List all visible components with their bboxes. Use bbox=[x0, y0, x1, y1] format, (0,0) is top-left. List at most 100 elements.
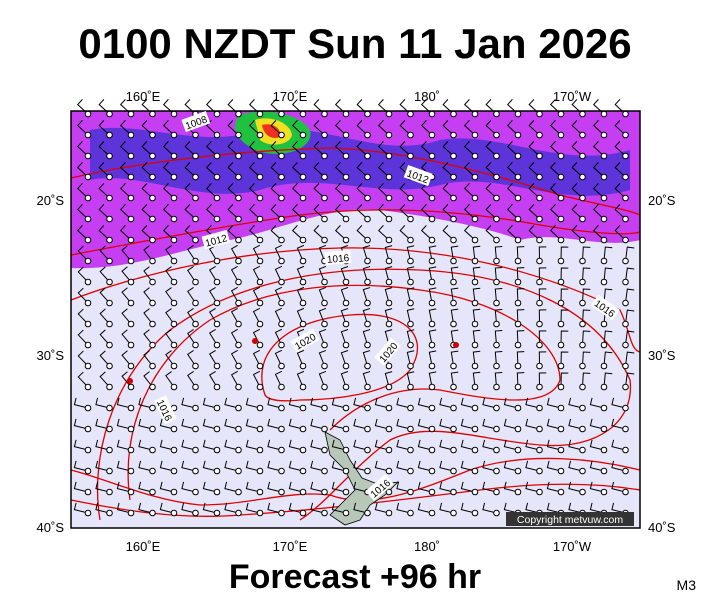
station bbox=[170, 467, 178, 475]
station bbox=[600, 110, 608, 118]
station bbox=[385, 446, 393, 454]
wind-barb bbox=[516, 330, 525, 346]
wind-barb bbox=[603, 330, 613, 346]
wind-barb bbox=[187, 245, 196, 262]
station bbox=[235, 257, 242, 265]
wind-barb bbox=[331, 502, 347, 514]
wind-barb bbox=[208, 286, 218, 304]
station bbox=[622, 446, 629, 454]
station bbox=[256, 257, 264, 265]
station bbox=[385, 425, 393, 433]
wind-barb bbox=[121, 287, 132, 304]
station bbox=[106, 194, 113, 202]
wind-barb bbox=[460, 397, 476, 409]
isobar-label-box bbox=[290, 328, 320, 353]
station bbox=[192, 152, 199, 160]
wind-barb bbox=[353, 397, 368, 409]
wind-barb bbox=[472, 308, 481, 325]
station bbox=[235, 131, 242, 139]
wind-barb bbox=[296, 265, 305, 283]
wind-barb bbox=[77, 245, 89, 262]
wind-barb bbox=[227, 183, 239, 199]
wind-barb bbox=[399, 120, 411, 136]
station bbox=[127, 509, 135, 517]
wind-barb bbox=[406, 266, 415, 283]
wind-barb bbox=[472, 371, 481, 388]
station bbox=[493, 446, 500, 454]
wind-barb bbox=[143, 350, 153, 367]
wind-barb bbox=[516, 372, 525, 388]
station bbox=[106, 425, 113, 433]
wind-barb bbox=[313, 225, 325, 241]
station bbox=[557, 425, 565, 433]
wind-barb bbox=[98, 183, 110, 199]
station bbox=[235, 215, 242, 223]
wind-barb bbox=[428, 329, 437, 346]
station bbox=[106, 131, 113, 139]
wind-barb bbox=[141, 204, 153, 220]
station bbox=[192, 467, 199, 475]
station bbox=[342, 383, 350, 391]
wind-barb bbox=[340, 371, 349, 388]
station bbox=[256, 278, 264, 286]
wind-barb bbox=[313, 120, 325, 136]
station bbox=[213, 152, 221, 160]
wind-barb bbox=[560, 246, 569, 262]
wind-barb bbox=[245, 439, 261, 451]
wind-barb bbox=[589, 502, 605, 514]
station bbox=[106, 362, 113, 370]
map: Copyright metvuw.com 160˚E 170˚E 180˚ 170˚W… bbox=[37, 89, 676, 554]
wind-barb bbox=[494, 329, 503, 346]
station bbox=[622, 362, 629, 370]
station bbox=[235, 509, 242, 517]
wind-barb bbox=[571, 225, 583, 241]
station bbox=[127, 173, 135, 181]
wind-barb bbox=[99, 245, 110, 262]
station bbox=[536, 131, 543, 139]
station bbox=[213, 320, 221, 328]
station bbox=[213, 509, 221, 517]
station bbox=[342, 404, 350, 412]
station bbox=[600, 215, 608, 223]
wind-barb bbox=[485, 204, 497, 220]
title: 0100 NZDT Sun 11 Jan 2026 bbox=[78, 20, 631, 67]
wind-barb bbox=[340, 308, 349, 325]
station bbox=[213, 404, 221, 412]
wind-barb bbox=[334, 141, 347, 157]
lon-label: 170˚W bbox=[553, 539, 592, 554]
station bbox=[342, 215, 350, 223]
station bbox=[342, 488, 350, 496]
station bbox=[471, 362, 479, 370]
station bbox=[149, 509, 156, 517]
wind-barb bbox=[141, 183, 153, 199]
wind-barb bbox=[252, 307, 261, 325]
station bbox=[536, 488, 543, 496]
station bbox=[557, 488, 565, 496]
station bbox=[579, 194, 586, 202]
station bbox=[536, 236, 543, 244]
station bbox=[321, 131, 328, 139]
station bbox=[342, 425, 350, 433]
station bbox=[192, 278, 199, 286]
wind-barb bbox=[538, 330, 547, 346]
station bbox=[84, 152, 92, 160]
station bbox=[170, 131, 178, 139]
wind-barb bbox=[396, 418, 411, 430]
station bbox=[192, 425, 199, 433]
wind-barb bbox=[625, 309, 635, 325]
wind-barb bbox=[159, 481, 175, 493]
wind-barb bbox=[406, 350, 415, 367]
station bbox=[471, 236, 479, 244]
station bbox=[321, 425, 328, 433]
station bbox=[213, 194, 221, 202]
wind-barb bbox=[568, 481, 583, 493]
wind-barb bbox=[485, 162, 497, 178]
wind-barb bbox=[224, 502, 239, 514]
wind-barb bbox=[208, 307, 218, 325]
wind-barb bbox=[165, 371, 175, 388]
station bbox=[364, 110, 371, 118]
station bbox=[385, 404, 393, 412]
wind-barb bbox=[184, 183, 196, 199]
wind-barb bbox=[73, 439, 89, 451]
